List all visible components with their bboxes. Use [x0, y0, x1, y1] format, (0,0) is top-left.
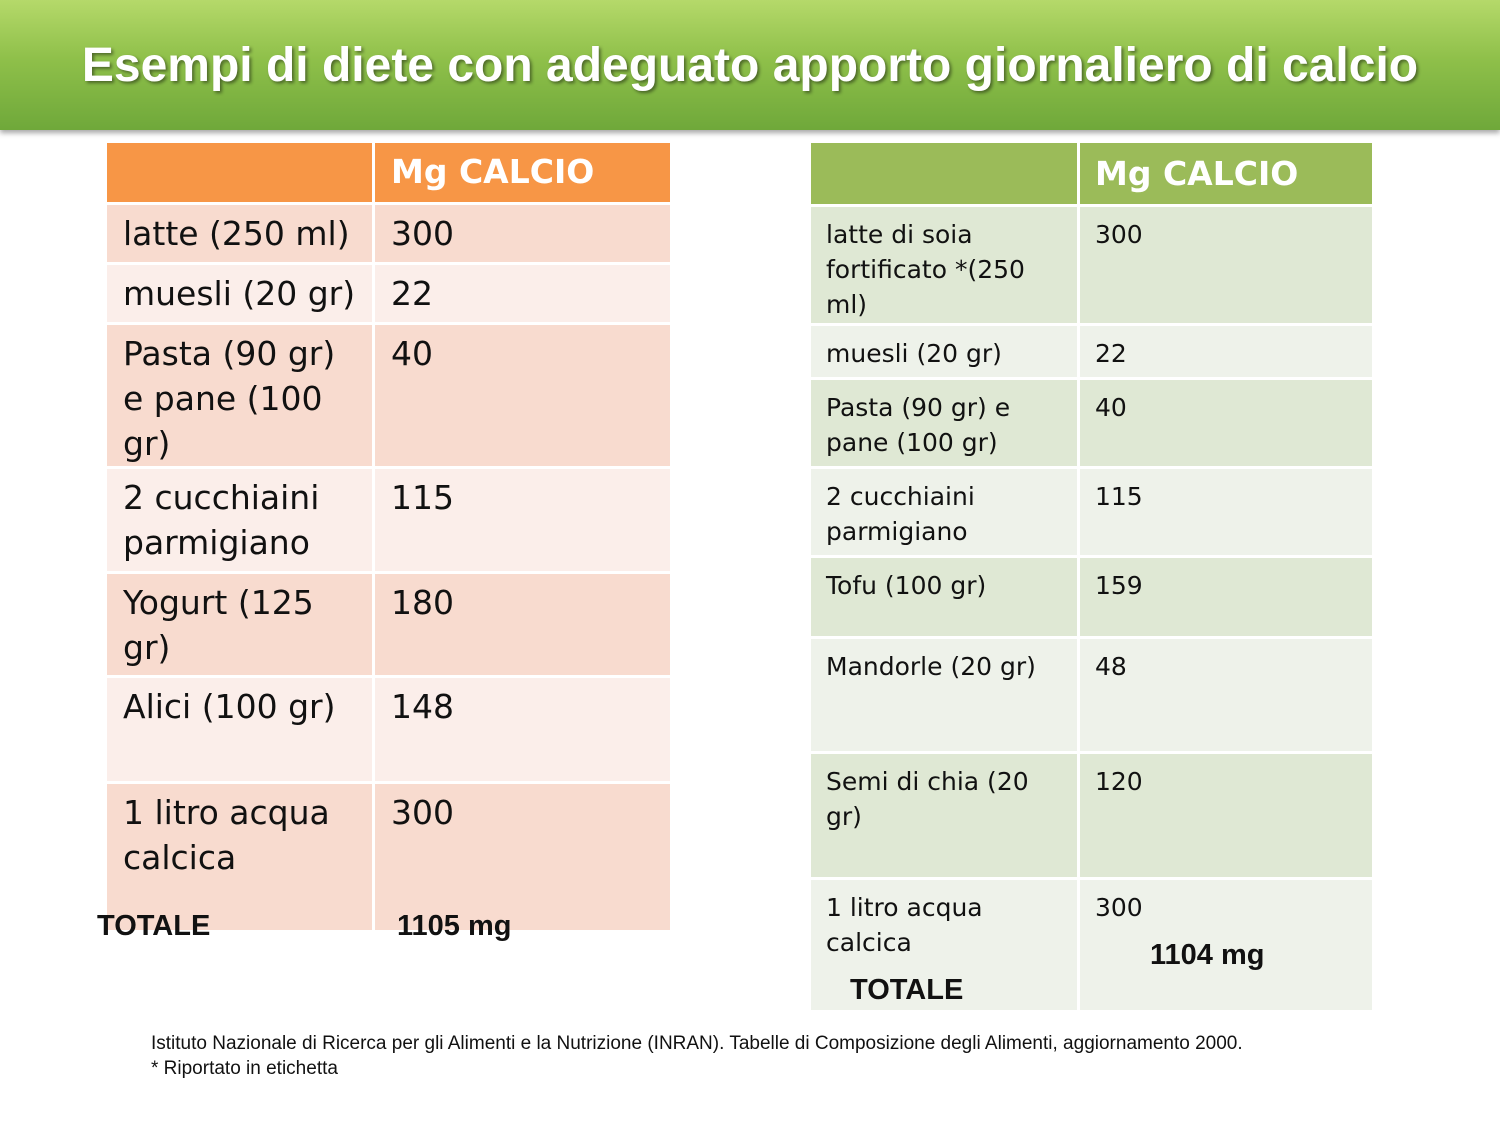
- calcium-cell: 159: [1077, 555, 1375, 639]
- table-row: Semi di chia (20 gr) 120: [808, 751, 1375, 880]
- calcium-cell: 148: [372, 675, 673, 784]
- diet-table-standard: Mg CALCIO latte (250 ml) 300 muesli (20 …: [104, 140, 673, 933]
- diet-table-vegetarian: Mg CALCIO latte di soia fortificato *(25…: [808, 140, 1375, 1013]
- table-row: latte (250 ml) 300: [104, 202, 673, 265]
- calcium-cell: 22: [372, 262, 673, 325]
- food-cell: muesli (20 gr): [104, 262, 375, 325]
- food-cell: Semi di chia (20 gr): [808, 751, 1080, 880]
- calcium-cell: 40: [1077, 377, 1375, 469]
- food-cell-text: 1 litro acqua calcica: [826, 893, 983, 957]
- header-food-cell: [104, 140, 375, 205]
- table-row: 1 litro acqua calcica TOTALE 300 1104 mg: [808, 877, 1375, 1013]
- header-calcium-cell: Mg CALCIO: [372, 140, 673, 205]
- footnote-label-note: * Riportato in etichetta: [151, 1058, 338, 1079]
- table-row: Yogurt (125 gr) 180: [104, 571, 673, 678]
- header-food-cell: [808, 140, 1080, 207]
- food-cell: Mandorle (20 gr): [808, 636, 1080, 754]
- food-cell: latte (250 ml): [104, 202, 375, 265]
- table-row: muesli (20 gr) 22: [808, 323, 1375, 380]
- table-row: Pasta (90 gr) e pane (100 gr) 40: [808, 377, 1375, 469]
- table-header-row: Mg CALCIO: [808, 140, 1375, 207]
- food-cell: Tofu (100 gr): [808, 555, 1080, 639]
- total-value-left: 1105 mg: [397, 910, 512, 942]
- table-row: 2 cucchiaini parmigiano 115: [808, 466, 1375, 558]
- table-row: muesli (20 gr) 22: [104, 262, 673, 325]
- table-row: latte di soia fortificato *(250 ml) 300: [808, 204, 1375, 326]
- food-cell: Pasta (90 gr) e pane (100 gr): [808, 377, 1080, 469]
- table-row: Alici (100 gr) 148: [104, 675, 673, 784]
- footnote-source: Istituto Nazionale di Ricerca per gli Al…: [151, 1033, 1243, 1054]
- calcium-cell: 300 1104 mg: [1077, 877, 1375, 1013]
- calcium-cell: 300: [1077, 204, 1375, 326]
- food-cell: Alici (100 gr): [104, 675, 375, 784]
- slide-title: Esempi di diete con adeguato apporto gio…: [81, 39, 1419, 92]
- calcium-cell: 300: [372, 781, 673, 933]
- header-calcium-cell: Mg CALCIO: [1077, 140, 1375, 207]
- calcium-cell: 180: [372, 571, 673, 678]
- table-row: Tofu (100 gr) 159: [808, 555, 1375, 639]
- table-row: 2 cucchiaini parmigiano 115: [104, 466, 673, 574]
- calcium-cell-text: 300: [1095, 893, 1143, 922]
- food-cell: 2 cucchiaini parmigiano: [104, 466, 375, 574]
- title-banner: Esempi di diete con adeguato apporto gio…: [0, 0, 1500, 130]
- calcium-cell: 115: [372, 466, 673, 574]
- calcium-cell: 120: [1077, 751, 1375, 880]
- food-cell: 1 litro acqua calcica TOTALE: [808, 877, 1080, 1013]
- calcium-cell: 40: [372, 322, 673, 469]
- food-cell: Pasta (90 gr) e pane (100 gr): [104, 322, 375, 469]
- food-cell: 2 cucchiaini parmigiano: [808, 466, 1080, 558]
- total-label-left: TOTALE: [97, 910, 211, 942]
- food-cell: latte di soia fortificato *(250 ml): [808, 204, 1080, 326]
- table-row: Mandorle (20 gr) 48: [808, 636, 1375, 754]
- calcium-cell: 22: [1077, 323, 1375, 380]
- food-cell: Yogurt (125 gr): [104, 571, 375, 678]
- calcium-cell: 48: [1077, 636, 1375, 754]
- calcium-cell: 300: [372, 202, 673, 265]
- table-header-row: Mg CALCIO: [104, 140, 673, 205]
- total-label-right: TOTALE: [850, 974, 964, 1006]
- calcium-cell: 115: [1077, 466, 1375, 558]
- food-cell: muesli (20 gr): [808, 323, 1080, 380]
- table-row: Pasta (90 gr) e pane (100 gr) 40: [104, 322, 673, 469]
- total-value-right: 1104 mg: [1150, 939, 1265, 971]
- table-row: 1 litro acqua calcica 300: [104, 781, 673, 933]
- food-cell: 1 litro acqua calcica: [104, 781, 375, 933]
- source-footnote: Istituto Nazionale di Ricerca per gli Al…: [151, 1031, 1243, 1081]
